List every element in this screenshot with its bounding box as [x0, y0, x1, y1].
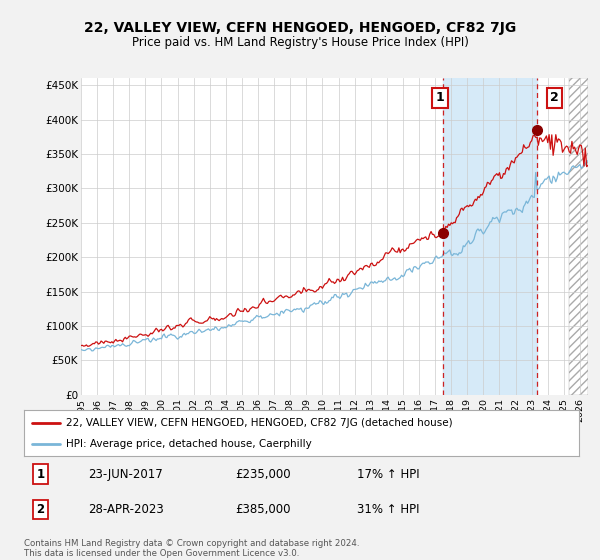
- Text: 28-APR-2023: 28-APR-2023: [88, 503, 164, 516]
- Text: 22, VALLEY VIEW, CEFN HENGOED, HENGOED, CF82 7JG (detached house): 22, VALLEY VIEW, CEFN HENGOED, HENGOED, …: [65, 418, 452, 428]
- Text: HPI: Average price, detached house, Caerphilly: HPI: Average price, detached house, Caer…: [65, 439, 311, 449]
- Text: £235,000: £235,000: [235, 468, 290, 480]
- Text: Contains HM Land Registry data © Crown copyright and database right 2024.
This d: Contains HM Land Registry data © Crown c…: [24, 539, 359, 558]
- Bar: [569, 78, 588, 395]
- Text: 1: 1: [436, 91, 445, 104]
- Text: 2: 2: [550, 91, 559, 104]
- Bar: [443, 78, 537, 395]
- Text: 22, VALLEY VIEW, CEFN HENGOED, HENGOED, CF82 7JG: 22, VALLEY VIEW, CEFN HENGOED, HENGOED, …: [84, 21, 516, 35]
- Text: 17% ↑ HPI: 17% ↑ HPI: [357, 468, 419, 480]
- Text: 2: 2: [37, 503, 45, 516]
- Text: 31% ↑ HPI: 31% ↑ HPI: [357, 503, 419, 516]
- Text: 23-JUN-2017: 23-JUN-2017: [88, 468, 163, 480]
- Text: £385,000: £385,000: [235, 503, 290, 516]
- Text: Price paid vs. HM Land Registry's House Price Index (HPI): Price paid vs. HM Land Registry's House …: [131, 36, 469, 49]
- Text: 1: 1: [37, 468, 45, 480]
